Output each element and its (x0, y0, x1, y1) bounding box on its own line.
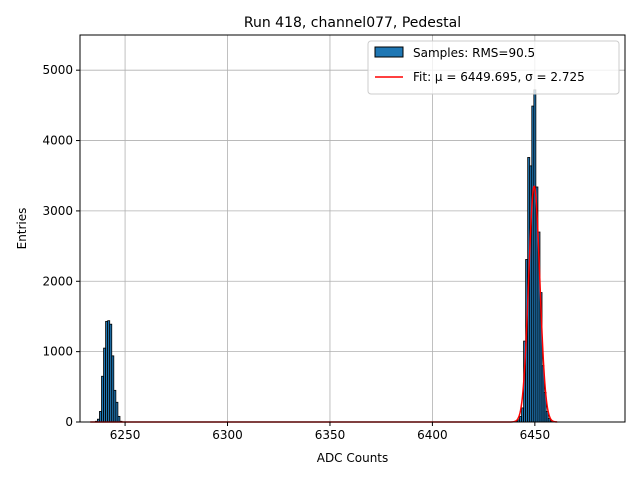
x-tick-label: 6350 (315, 428, 346, 442)
y-tick-label: 3000 (42, 204, 73, 218)
x-axis-label: ADC Counts (317, 451, 389, 465)
legend-swatch-samples (374, 46, 404, 58)
plot-frame (79, 34, 626, 423)
x-axis-ticks: 6250 6300 6350 6400 6450 (110, 422, 550, 442)
fit-curve (90, 185, 558, 423)
x-tick-label: 6250 (110, 428, 141, 442)
y-tick-label: 0 (65, 415, 73, 429)
y-axis-label: Entries (15, 208, 29, 250)
legend: Samples: RMS=90.5 Fit: μ = 6449.695, σ =… (367, 40, 620, 95)
y-tick-label: 4000 (42, 134, 73, 148)
y-tick-label: 5000 (42, 63, 73, 77)
legend-label-samples: Samples: RMS=90.5 (413, 46, 535, 60)
x-tick-label: 6300 (212, 428, 243, 442)
legend-box (367, 40, 620, 95)
y-axis-ticks: 0 1000 2000 3000 4000 5000 (42, 63, 80, 429)
legend-label-fit: Fit: μ = 6449.695, σ = 2.725 (413, 70, 585, 84)
histogram-bars (94, 89, 557, 423)
x-tick-label: 6400 (417, 428, 448, 442)
x-tick-label: 6450 (520, 428, 551, 442)
chart-title: Run 418, channel077, Pedestal (244, 15, 461, 31)
y-tick-label: 2000 (42, 274, 73, 288)
y-tick-label: 1000 (42, 345, 73, 359)
